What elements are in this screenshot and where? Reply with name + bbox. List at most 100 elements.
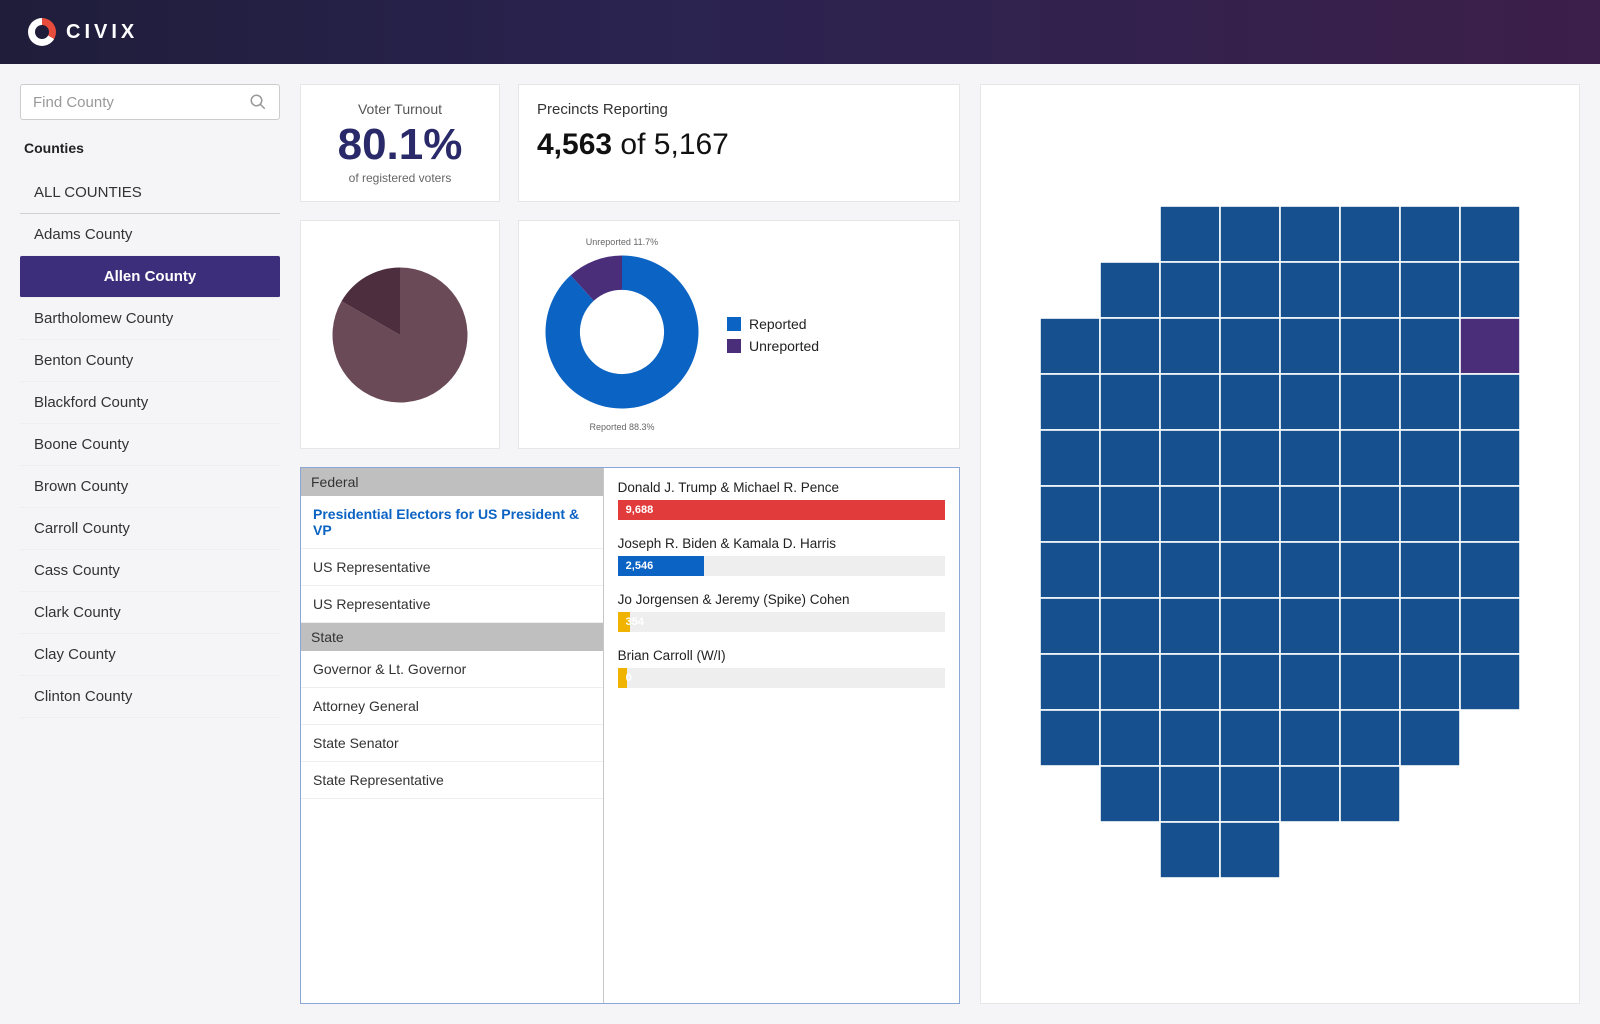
map-county[interactable] (1460, 542, 1520, 598)
map-county[interactable] (1280, 486, 1340, 542)
map-county[interactable] (1460, 486, 1520, 542)
race-link[interactable]: Presidential Electors for US President &… (301, 496, 603, 549)
map-county[interactable] (1220, 542, 1280, 598)
county-item-all[interactable]: ALL COUNTIES (20, 172, 280, 214)
county-item[interactable]: Brown County (20, 466, 280, 508)
county-item[interactable]: Adams County (20, 214, 280, 256)
map-county[interactable] (1460, 654, 1520, 710)
map-county[interactable] (1040, 486, 1100, 542)
map-county[interactable] (1160, 318, 1220, 374)
map-county[interactable] (1340, 262, 1400, 318)
map-county[interactable] (1460, 262, 1520, 318)
county-item[interactable]: Clark County (20, 592, 280, 634)
map-county[interactable] (1340, 430, 1400, 486)
map-county[interactable] (1460, 374, 1520, 430)
map-county[interactable] (1220, 318, 1280, 374)
map-county[interactable] (1100, 710, 1160, 766)
county-item[interactable]: Clay County (20, 634, 280, 676)
map-county[interactable] (1100, 486, 1160, 542)
map-county[interactable] (1100, 262, 1160, 318)
map-county[interactable] (1280, 542, 1340, 598)
map-county[interactable] (1280, 374, 1340, 430)
map-county[interactable] (1100, 542, 1160, 598)
map-county[interactable] (1100, 374, 1160, 430)
race-link[interactable]: State Senator (301, 725, 603, 762)
map-county[interactable] (1040, 654, 1100, 710)
map-county[interactable] (1160, 542, 1220, 598)
map-county[interactable] (1400, 318, 1460, 374)
map-county[interactable] (1100, 654, 1160, 710)
map-county[interactable] (1100, 766, 1160, 822)
race-link[interactable]: State Representative (301, 762, 603, 799)
map-county[interactable] (1160, 766, 1220, 822)
map-county[interactable] (1220, 206, 1280, 262)
map-county[interactable] (1160, 430, 1220, 486)
map-county[interactable] (1160, 654, 1220, 710)
map-county[interactable] (1040, 318, 1100, 374)
map-county[interactable] (1340, 542, 1400, 598)
map-county[interactable] (1400, 710, 1460, 766)
map-county[interactable] (1340, 374, 1400, 430)
county-item[interactable]: Cass County (20, 550, 280, 592)
map-county[interactable] (1340, 766, 1400, 822)
county-item[interactable]: Clinton County (20, 676, 280, 718)
map-county[interactable] (1160, 206, 1220, 262)
map-county[interactable] (1040, 374, 1100, 430)
map-county[interactable] (1280, 766, 1340, 822)
map-county[interactable] (1160, 486, 1220, 542)
map-county[interactable] (1160, 598, 1220, 654)
map-county[interactable] (1340, 654, 1400, 710)
map-county[interactable] (1340, 486, 1400, 542)
map-county[interactable] (1400, 542, 1460, 598)
map-county[interactable] (1160, 710, 1220, 766)
map-county[interactable] (1400, 598, 1460, 654)
map-county[interactable] (1400, 486, 1460, 542)
map-county[interactable] (1280, 598, 1340, 654)
map-county[interactable] (1100, 430, 1160, 486)
map-county[interactable] (1400, 430, 1460, 486)
county-item[interactable]: Benton County (20, 340, 280, 382)
map-county[interactable] (1340, 710, 1400, 766)
map-county[interactable] (1220, 430, 1280, 486)
map-county[interactable] (1220, 262, 1280, 318)
map-county[interactable] (1400, 262, 1460, 318)
map-county[interactable] (1100, 318, 1160, 374)
map-county[interactable] (1400, 206, 1460, 262)
map-county[interactable] (1460, 598, 1520, 654)
map-county[interactable] (1040, 598, 1100, 654)
map-county[interactable] (1340, 206, 1400, 262)
map-county[interactable] (1220, 654, 1280, 710)
map-county[interactable] (1220, 598, 1280, 654)
race-link[interactable]: US Representative (301, 586, 603, 623)
map-county[interactable] (1400, 654, 1460, 710)
state-map[interactable] (1040, 206, 1520, 883)
map-county[interactable] (1280, 430, 1340, 486)
map-county[interactable] (1280, 318, 1340, 374)
race-link[interactable]: Attorney General (301, 688, 603, 725)
map-county[interactable] (1280, 710, 1340, 766)
map-county[interactable] (1220, 710, 1280, 766)
map-county[interactable] (1160, 374, 1220, 430)
map-county[interactable] (1040, 542, 1100, 598)
race-link[interactable]: US Representative (301, 549, 603, 586)
county-item[interactable]: Allen County (20, 256, 280, 298)
county-item[interactable]: Carroll County (20, 508, 280, 550)
race-link[interactable]: Governor & Lt. Governor (301, 651, 603, 688)
map-county[interactable] (1040, 710, 1100, 766)
map-county[interactable] (1460, 430, 1520, 486)
county-search[interactable] (20, 84, 280, 120)
map-county[interactable] (1280, 206, 1340, 262)
map-county[interactable] (1220, 486, 1280, 542)
map-county[interactable] (1280, 654, 1340, 710)
map-county[interactable] (1220, 822, 1280, 878)
map-county[interactable] (1460, 206, 1520, 262)
map-county[interactable] (1280, 262, 1340, 318)
map-county[interactable] (1460, 318, 1520, 374)
map-county[interactable] (1100, 598, 1160, 654)
county-item[interactable]: Boone County (20, 424, 280, 466)
county-item[interactable]: Blackford County (20, 382, 280, 424)
map-county[interactable] (1340, 318, 1400, 374)
map-county[interactable] (1340, 598, 1400, 654)
county-search-input[interactable] (33, 94, 249, 111)
map-county[interactable] (1400, 374, 1460, 430)
